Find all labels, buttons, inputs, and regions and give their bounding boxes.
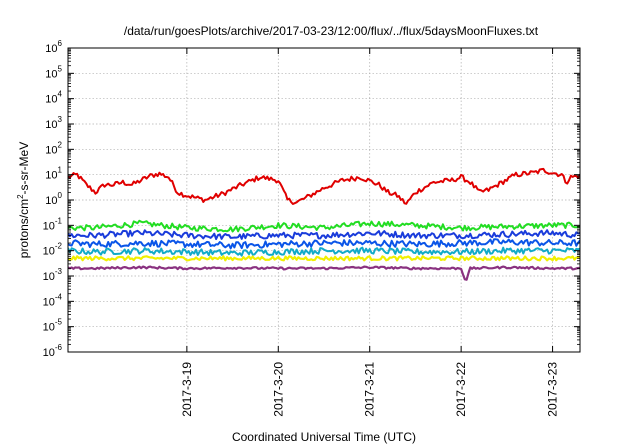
y-tick-base: 10 [45, 94, 57, 106]
y-tick-exponent: 2 [58, 140, 63, 149]
series-layer [68, 167, 580, 281]
y-tick-label: 10-2 [43, 242, 63, 258]
y-tick-base: 10 [45, 170, 57, 182]
y-tick-label: 10-4 [43, 292, 63, 308]
y-tick-label: 10-5 [43, 318, 63, 334]
y-tick-base: 10 [43, 347, 55, 359]
y-tick-label: 10-3 [43, 267, 63, 283]
series-line [68, 167, 580, 205]
x-tick-label: 2017-3-19 [180, 362, 194, 417]
y-tick-exponent: -2 [55, 242, 63, 251]
y-tick-label: 100 [45, 191, 62, 207]
y-tick-base: 10 [43, 220, 55, 232]
y-tick-base: 10 [43, 296, 55, 308]
y-tick-label: 104 [45, 90, 62, 106]
y-tick-base: 10 [43, 246, 55, 258]
series-line [68, 238, 580, 250]
chart-title: /data/run/goesPlots/archive/2017-03-23/1… [124, 24, 539, 38]
y-tick-base: 10 [45, 195, 57, 207]
series-line [68, 265, 580, 281]
y-tick-label: 101 [45, 166, 62, 182]
x-tick-label: 2017-3-21 [363, 362, 377, 417]
series-line [68, 229, 580, 241]
y-tick-label: 105 [45, 64, 62, 80]
y-tick-label: 106 [45, 39, 62, 55]
y-tick-exponent: 1 [58, 166, 63, 175]
y-tick-label: 103 [45, 115, 62, 131]
y-tick-base: 10 [45, 119, 57, 131]
y-axis-label-post: -s-sr-MeV [17, 142, 31, 195]
y-tick-exponent: 4 [58, 90, 63, 99]
y-tick-exponent: -4 [55, 292, 63, 301]
y-tick-exponent: 5 [58, 64, 63, 73]
y-tick-label: 102 [45, 140, 62, 156]
y-tick-exponent: -3 [55, 267, 63, 276]
y-axis-label-sup: 2 [16, 194, 25, 199]
x-axis-label: Coordinated Universal Time (UTC) [232, 430, 416, 444]
y-tick-base: 10 [43, 271, 55, 283]
x-tick-label: 2017-3-22 [454, 362, 468, 417]
y-tick-base: 10 [45, 43, 57, 55]
series-line [68, 219, 580, 233]
y-tick-base: 10 [43, 322, 55, 334]
y-tick-exponent: 3 [58, 115, 63, 124]
series-line [68, 255, 580, 262]
x-ticks: 2017-3-19 2017-3-20 2017-3-21 2017-3-22 2017… [180, 48, 560, 417]
x-tick-label: 2017-3-20 [271, 362, 285, 417]
y-axis-label: protons/cm2-s-sr-MeV [16, 142, 31, 258]
x-tick-label: 2017-3-23 [546, 362, 560, 417]
y-axis-label-pre: protons/cm [17, 199, 31, 258]
y-tick-exponent: -1 [55, 216, 63, 225]
y-tick-exponent: 6 [58, 39, 63, 48]
y-tick-base: 10 [45, 144, 57, 156]
y-tick-exponent: -6 [55, 343, 63, 352]
y-tick-exponent: 0 [58, 191, 63, 200]
y-tick-label: 10-1 [43, 216, 63, 232]
y-ticks: 10610510410310210110010-110-210-310-410-… [43, 39, 580, 359]
y-tick-base: 10 [45, 68, 57, 80]
y-tick-exponent: -5 [55, 318, 63, 327]
y-tick-label: 10-6 [43, 343, 63, 359]
series-line [68, 246, 580, 257]
grid-layer [68, 47, 580, 353]
